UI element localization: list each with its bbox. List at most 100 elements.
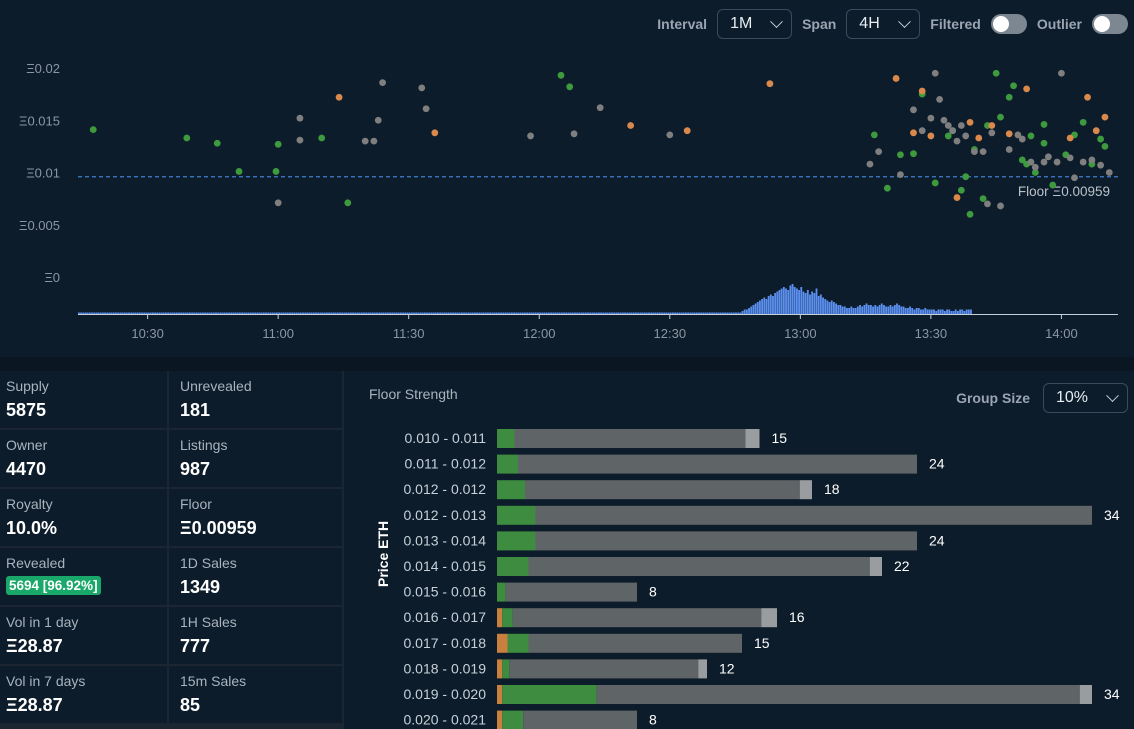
volume-bar — [360, 312, 363, 314]
volume-bar — [778, 290, 781, 314]
bar-total-label: 34 — [1104, 686, 1120, 702]
volume-bar — [508, 312, 511, 314]
strength-bar-green — [497, 582, 506, 602]
volume-bar — [813, 293, 816, 314]
volume-bar — [138, 312, 141, 314]
filtered-label: Filtered — [930, 16, 981, 32]
volume-bar — [293, 312, 296, 314]
price-chart-panel: Ξ0.02 Ξ0.015 Ξ0.01 Ξ0.005 Ξ0 10:30 11:00 11:30 1… — [0, 0, 1134, 357]
volume-bar — [539, 312, 542, 314]
volume-bar — [158, 312, 161, 314]
sale-point-green — [272, 168, 280, 175]
strength-bar-green — [497, 531, 536, 551]
volume-bar — [691, 312, 694, 314]
sale-point-gray — [1079, 158, 1087, 166]
volume-bar — [704, 312, 707, 314]
volume-bar — [336, 312, 339, 314]
volume-bar — [852, 308, 855, 314]
volume-bar — [571, 312, 574, 314]
outlier-label: Outlier — [1036, 16, 1082, 32]
strength-bar-gray — [535, 505, 1092, 525]
sale-point-green — [1040, 121, 1048, 128]
volume-bar — [193, 312, 196, 314]
volume-bar — [436, 312, 439, 314]
volume-bar — [267, 312, 270, 314]
volume-bar — [497, 312, 500, 314]
sale-point-gray — [953, 137, 961, 145]
volume-bar — [878, 305, 881, 314]
volume-bar — [667, 312, 670, 314]
y-axis-label: Price ETH — [375, 521, 391, 587]
volume-bar — [876, 306, 879, 314]
volume-bar — [178, 312, 180, 314]
sale-point-gray — [1105, 169, 1113, 176]
volume-bar — [637, 312, 640, 314]
bar-total-label: 15 — [754, 635, 770, 651]
volume-bar — [800, 287, 803, 314]
sale-point-green — [992, 69, 1000, 77]
volume-bar — [426, 312, 428, 314]
strength-bar-green — [497, 454, 518, 474]
volume-bar — [643, 312, 646, 314]
volume-bar — [495, 312, 498, 314]
volume-bar — [349, 312, 352, 314]
sale-point-green — [344, 199, 352, 207]
sale-point-gray — [570, 130, 578, 138]
volume-bar — [347, 312, 350, 314]
stat-label: 1D Sales — [180, 555, 237, 571]
category-label: 0.016 - 0.017 — [403, 609, 486, 625]
strength-bar-orange — [497, 608, 503, 628]
volume-bar — [837, 305, 840, 314]
outlier-toggle[interactable] — [1092, 14, 1128, 34]
volume-bar — [850, 306, 853, 314]
filtered-toggle[interactable] — [990, 14, 1027, 34]
volume-bar — [395, 312, 398, 314]
volume-bar — [378, 312, 381, 314]
volume-bar — [554, 312, 557, 314]
volume-bar — [911, 308, 914, 314]
floor-strength-panel: Price ETH 0.010 - 0.011 15 0.011 - 0.012 24 0… — [355, 371, 1134, 729]
toggle-knob — [992, 16, 1009, 32]
volume-bar — [893, 305, 896, 314]
volume-bar — [689, 312, 692, 314]
sale-point-gray — [957, 122, 965, 129]
volume-bar — [186, 312, 189, 314]
volume-bar — [330, 312, 333, 314]
span-dropdown[interactable]: 4H — [846, 9, 921, 39]
strength-bar-gray — [509, 659, 699, 679]
volume-bar — [513, 312, 515, 314]
volume-bar — [421, 312, 424, 314]
volume-bar — [624, 312, 626, 314]
volume-bar — [134, 312, 137, 314]
x-tick-label: 13:00 — [784, 326, 817, 341]
strength-bar-green — [502, 659, 510, 679]
volume-bar — [706, 312, 709, 314]
interval-dropdown[interactable]: 1M — [717, 9, 793, 39]
volume-bar — [489, 312, 492, 314]
sale-point-gray — [936, 95, 943, 103]
volume-bar — [367, 312, 370, 314]
volume-bar — [241, 312, 244, 314]
category-label: 0.015 - 0.016 — [403, 584, 486, 600]
volume-bar — [680, 312, 683, 314]
strength-bar-green — [497, 429, 515, 448]
stat-label: Owner — [6, 437, 48, 453]
volume-bar — [604, 312, 607, 314]
sale-point-green — [318, 134, 326, 142]
volume-bar — [648, 312, 650, 314]
sale-point-gray — [962, 132, 970, 140]
strength-bar-gray — [518, 454, 917, 474]
volume-bar — [86, 312, 89, 314]
sales-scatter-chart: Ξ0.02 Ξ0.015 Ξ0.01 Ξ0.005 Ξ0 10:30 11:00 11:30 1… — [19, 61, 1118, 341]
volume-bar — [454, 312, 457, 314]
volume-bar — [321, 312, 324, 314]
volume-bar — [676, 312, 679, 314]
group-size-dropdown[interactable]: 10% — [1043, 383, 1128, 413]
volume-bar — [600, 312, 603, 314]
strength-bar-orange — [497, 659, 503, 679]
x-tick-label: 11:00 — [262, 326, 294, 341]
stat-label: Unrevealed — [180, 378, 252, 394]
volume-bar — [410, 312, 413, 314]
volume-bar — [806, 290, 809, 314]
volume-bar — [700, 312, 703, 314]
